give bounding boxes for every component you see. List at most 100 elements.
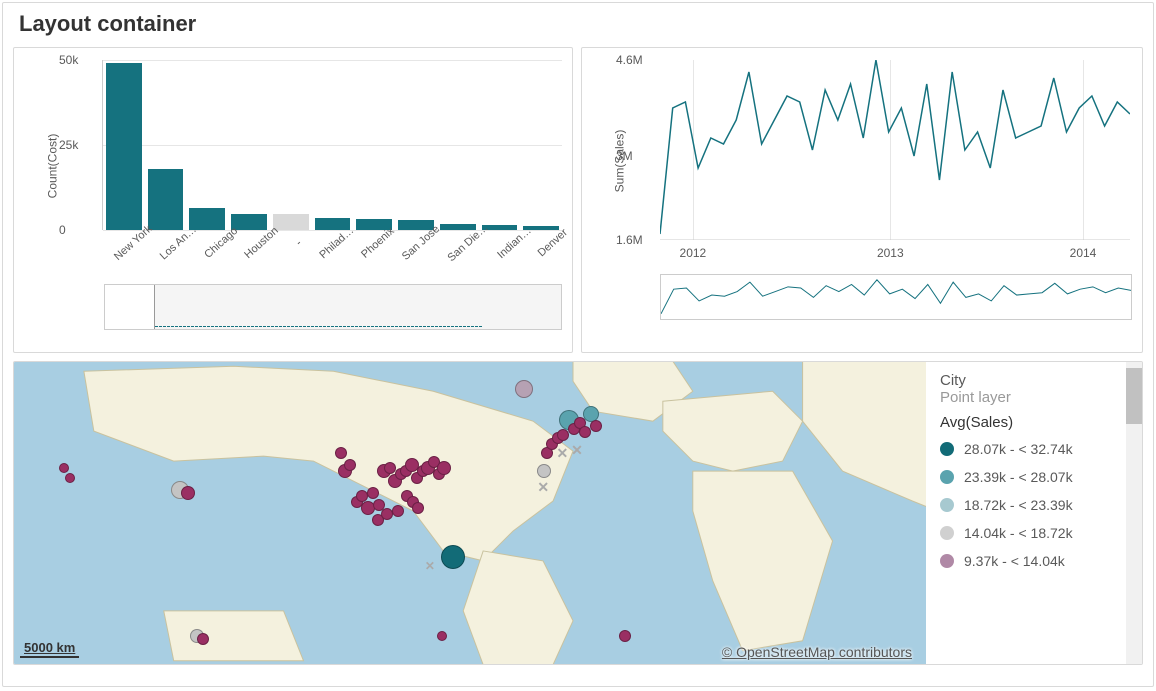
overview-bar: [231, 326, 234, 327]
legend-row[interactable]: 23.39k - < 28.07k: [940, 469, 1128, 485]
overview-bar: [391, 326, 394, 327]
overview-bar: [439, 326, 442, 327]
overview-bar: [403, 326, 406, 327]
bar-overview-scrubber[interactable]: [104, 284, 562, 330]
overview-bar: [415, 326, 418, 327]
overview-bar: [207, 326, 210, 327]
line-ytick-label: 1.6M: [616, 233, 643, 247]
legend-dot-icon: [940, 470, 954, 484]
overview-bar: [351, 326, 354, 327]
top-row: Count(Cost) 025k50k New YorkLos An…Chica…: [13, 47, 1143, 353]
overview-bar: [311, 326, 314, 327]
line-svg: [660, 60, 1130, 240]
bar-ytick-label: 0: [59, 223, 66, 237]
overview-bar: [423, 326, 426, 327]
overview-bar: [251, 326, 254, 327]
overview-bar: [427, 326, 430, 327]
overview-bar: [227, 326, 230, 327]
overview-bar: [243, 326, 246, 327]
overview-bar: [419, 326, 422, 327]
overview-bar: [435, 326, 438, 327]
legend-row[interactable]: 28.07k - < 32.74k: [940, 441, 1128, 457]
overview-bar: [479, 326, 482, 327]
map-attribution[interactable]: © OpenStreetMap contributors: [722, 644, 912, 660]
overview-bar: [187, 326, 190, 327]
overview-bar: [443, 326, 446, 327]
overview-bar: [195, 326, 198, 327]
overview-bar: [463, 326, 466, 327]
overview-bar: [247, 326, 250, 327]
overview-bar: [259, 326, 262, 327]
legend-dot-icon: [940, 554, 954, 568]
overview-bar: [459, 326, 462, 327]
line-xtick-label: 2012: [680, 246, 707, 260]
overview-bar: [203, 326, 206, 327]
overview-bar: [219, 326, 222, 327]
overview-bar: [191, 326, 194, 327]
line-ytick-label: 3M: [616, 149, 633, 163]
legend-row[interactable]: 9.37k - < 14.04k: [940, 553, 1128, 569]
overview-bar: [235, 326, 238, 327]
overview-bar: [331, 326, 334, 327]
legend-dot-icon: [940, 442, 954, 456]
overview-bar: [407, 326, 410, 327]
overview-bar: [467, 326, 470, 327]
bar-chart-area: Count(Cost) 025k50k New YorkLos An…Chica…: [14, 48, 572, 284]
overview-bar: [155, 326, 158, 327]
overview-bar: [339, 326, 342, 327]
legend-title: City: [940, 372, 1128, 389]
overview-bar: [291, 326, 294, 327]
legend-items: 28.07k - < 32.74k 23.39k - < 28.07k 18.72k…: [940, 441, 1128, 569]
legend-dot-icon: [940, 526, 954, 540]
layout-container: Layout container Count(Cost) 025k50k New…: [2, 2, 1154, 687]
legend-item-label: 9.37k - < 14.04k: [964, 553, 1065, 569]
overview-bar: [283, 326, 286, 327]
overview-bar: [211, 326, 214, 327]
overview-bar: [299, 326, 302, 327]
overview-bar: [163, 326, 166, 327]
bar-ytick-label: 25k: [59, 138, 78, 152]
bar-overview-selection[interactable]: [105, 285, 155, 329]
bar-chart-panel[interactable]: Count(Cost) 025k50k New YorkLos An…Chica…: [13, 47, 573, 353]
overview-bar: [363, 326, 366, 327]
line-ytick-label: 4.6M: [616, 53, 643, 67]
legend-item-label: 23.39k - < 28.07k: [964, 469, 1073, 485]
line-xtick-label: 2014: [1070, 246, 1097, 260]
overview-bar: [239, 326, 242, 327]
overview-bar: [215, 326, 218, 327]
overview-bar: [347, 326, 350, 327]
legend-row[interactable]: 14.04k - < 18.72k: [940, 525, 1128, 541]
legend-scrollbar-track[interactable]: [1126, 362, 1142, 664]
overview-bar: [223, 326, 226, 327]
overview-bar: [303, 326, 306, 327]
legend-scrollbar-thumb[interactable]: [1126, 368, 1142, 424]
legend-item-label: 28.07k - < 32.74k: [964, 441, 1073, 457]
bar-yaxis-label: Count(Cost): [45, 134, 59, 199]
overview-bar: [323, 326, 326, 327]
legend-row[interactable]: 18.72k - < 23.39k: [940, 497, 1128, 513]
bar-overview-bars: [105, 285, 561, 329]
bar[interactable]: [106, 63, 142, 230]
bar-plot: 025k50k: [102, 60, 562, 230]
legend-item-label: 18.72k - < 23.39k: [964, 497, 1073, 513]
overview-bar: [383, 326, 386, 327]
overview-bar: [447, 326, 450, 327]
overview-bar: [343, 326, 346, 327]
overview-bar: [359, 326, 362, 327]
overview-bar: [279, 326, 282, 327]
overview-bar: [287, 326, 290, 327]
line-chart-panel[interactable]: Sum(Sales) 1.6M3M4.6M201220132014: [581, 47, 1143, 353]
bar-xticks: New YorkLos An…ChicagoHouston-Philad…Pho…: [102, 234, 562, 284]
legend-metric: Avg(Sales): [940, 414, 1128, 431]
bar[interactable]: [148, 169, 184, 230]
line-plot: 1.6M3M4.6M201220132014: [660, 60, 1130, 240]
overview-bar: [307, 326, 310, 327]
overview-bar: [267, 326, 270, 327]
overview-bar: [275, 326, 278, 327]
overview-bar: [271, 326, 274, 327]
overview-bar: [387, 326, 390, 327]
map-panel[interactable]: ✕✕✕✕ 5000 km © OpenStreetMap contributor…: [13, 361, 1143, 665]
overview-bar: [175, 326, 178, 327]
overview-bar: [379, 326, 382, 327]
line-overview-scrubber[interactable]: [660, 274, 1132, 320]
